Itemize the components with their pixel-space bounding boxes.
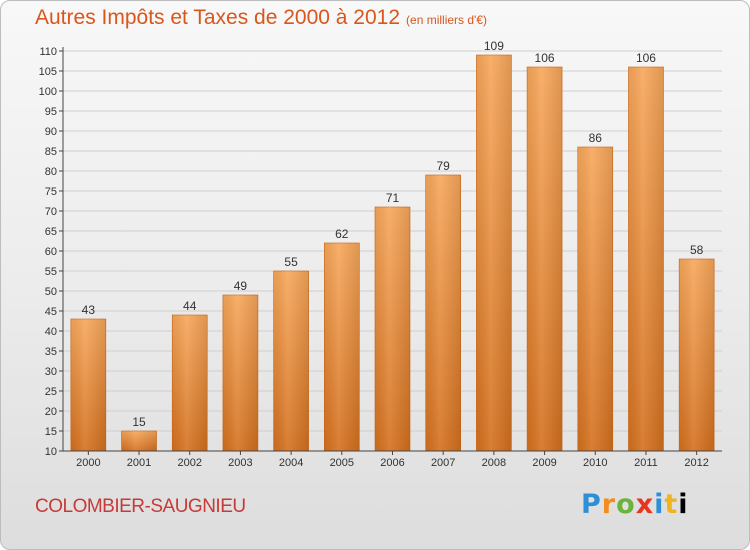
x-tick-label: 2004 <box>279 457 303 469</box>
data-label-2001: 15 <box>132 415 146 429</box>
y-tick-label: 70 <box>45 206 57 218</box>
y-tick-label: 20 <box>45 406 57 418</box>
y-tick-label: 105 <box>39 66 57 78</box>
chart-title: Autres Impôts et Taxes de 2000 à 2012 (en… <box>35 6 487 30</box>
data-label-2004: 55 <box>284 255 298 269</box>
y-tick-label: 30 <box>45 366 57 378</box>
y-tick-label: 45 <box>45 306 57 318</box>
bar-shine <box>222 295 258 451</box>
y-tick-label: 55 <box>45 266 57 278</box>
x-tick-label: 2010 <box>583 457 607 469</box>
bar-shine <box>121 431 157 451</box>
data-label-2012: 58 <box>690 243 704 257</box>
x-tick-label: 2012 <box>684 457 708 469</box>
y-tick-label: 25 <box>45 386 57 398</box>
bar-shine <box>324 243 360 451</box>
bars: 43 15 44 49 55 62 71 79 109 106 86 106 58 <box>70 39 715 452</box>
data-label-2011: 106 <box>636 51 656 65</box>
y-tick-label: 80 <box>45 166 57 178</box>
bar-shine <box>527 67 563 451</box>
data-label-2009: 106 <box>535 51 555 65</box>
bar-shine <box>577 147 613 451</box>
data-label-2003: 49 <box>234 279 248 293</box>
y-tick-label: 35 <box>45 346 57 358</box>
bar-shine <box>476 55 512 451</box>
data-label-2006: 71 <box>386 191 400 205</box>
x-tick-label: 2000 <box>76 457 100 469</box>
y-tick-label: 50 <box>45 286 57 298</box>
x-tick-label: 2006 <box>380 457 404 469</box>
chart-title-text: Autres Impôts et Taxes de 2000 à 2012 <box>35 6 401 29</box>
y-tick-label: 65 <box>45 226 57 238</box>
proxiti-logo: Proxiti <box>581 489 689 520</box>
data-label-2010: 86 <box>589 131 603 145</box>
bar-shine <box>425 175 461 451</box>
axes: 10 15 20 25 30 35 40 45 50 55 60 65 70 75 80 85 90 95 100 1… <box>39 46 722 469</box>
y-tick-label: 60 <box>45 246 57 258</box>
data-label-2005: 62 <box>335 227 349 241</box>
x-tick-label: 2008 <box>482 457 506 469</box>
y-tick-label: 85 <box>45 146 57 158</box>
chart-subtitle: (en milliers d'€) <box>406 13 488 27</box>
data-label-2008: 109 <box>484 39 504 53</box>
y-tick-label: 40 <box>45 326 57 338</box>
y-tick-label: 10 <box>45 446 57 458</box>
y-tick-label: 110 <box>39 46 57 58</box>
bar-shine <box>375 207 410 451</box>
x-tick-label: 2003 <box>228 457 252 469</box>
x-tick-label: 2002 <box>177 457 201 469</box>
y-tick-label: 15 <box>45 426 57 438</box>
data-label-2007: 79 <box>437 159 451 173</box>
data-label-2000: 43 <box>82 303 96 317</box>
x-tick-label: 2009 <box>532 457 556 469</box>
y-tick-label: 75 <box>45 186 57 198</box>
x-tick-label: 2007 <box>431 457 455 469</box>
x-tick-label: 2005 <box>330 457 354 469</box>
bar-shine <box>679 259 715 451</box>
bar-shine <box>70 319 106 451</box>
y-tick-label: 100 <box>39 86 57 98</box>
commune-name: COLOMBIER-SAUGNIEU <box>35 496 246 517</box>
y-tick-label: 95 <box>45 106 57 118</box>
bar-shine <box>172 315 208 451</box>
bar-shine <box>273 271 309 451</box>
data-label-2002: 44 <box>183 299 197 313</box>
x-tick-label: 2001 <box>127 457 151 469</box>
x-tick-label: 2011 <box>634 457 658 469</box>
bar-shine <box>628 67 664 451</box>
y-tick-label: 90 <box>45 126 57 138</box>
